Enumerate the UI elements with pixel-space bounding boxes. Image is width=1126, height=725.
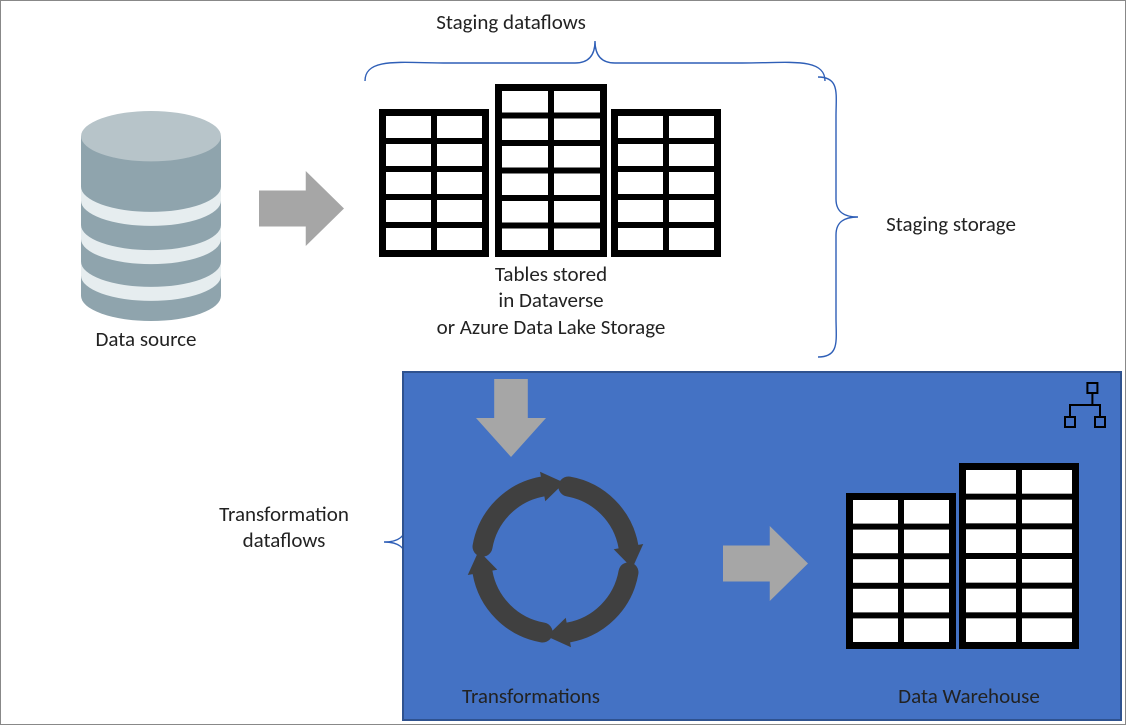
dw-table-left-icon [846, 493, 956, 649]
transformation-dataflows-label-line: Transformation [219, 501, 349, 527]
tables-stored-label-line: in Dataverse [498, 287, 603, 313]
arrow-staging-to-transform-icon [476, 379, 546, 457]
transformations-label-line: Transformations [462, 683, 600, 709]
data-source-label: Data source [66, 326, 226, 352]
transformation-dataflows-label-line: dataflows [243, 527, 326, 553]
staging-dataflows-label-line: Staging dataflows [436, 9, 586, 35]
transform-cycle-icon [451, 455, 660, 664]
tables-stored-label: Tables storedin Dataverseor Azure Data L… [381, 261, 721, 340]
transformations-label: Transformations [431, 683, 631, 709]
data-warehouse-label: Data Warehouse [869, 683, 1069, 709]
staging-storage-brace [818, 77, 858, 357]
tables-stored-label-line: Tables stored [495, 261, 607, 287]
dw-table-right-icon [959, 463, 1079, 649]
transformation-dataflows-label: Transformationdataflows [189, 501, 379, 554]
arrow-source-to-staging-icon [259, 171, 344, 246]
data-warehouse-label-line: Data Warehouse [898, 683, 1040, 709]
staging-storage-label: Staging storage [861, 211, 1041, 237]
sitemap-icon [1061, 381, 1109, 429]
staging-dataflows-label: Staging dataflows [371, 9, 651, 35]
data-source-label-line: Data source [95, 326, 196, 352]
staging-dataflows-brace [365, 41, 825, 81]
staging-storage-label-line: Staging storage [886, 211, 1016, 237]
staging-table-mid-icon [495, 84, 607, 257]
arrow-transform-to-dw-icon [723, 526, 808, 601]
staging-table-left-icon [379, 109, 489, 257]
tables-stored-label-line: or Azure Data Lake Storage [437, 314, 666, 340]
database-icon [81, 111, 221, 321]
staging-table-right-icon [611, 109, 721, 257]
